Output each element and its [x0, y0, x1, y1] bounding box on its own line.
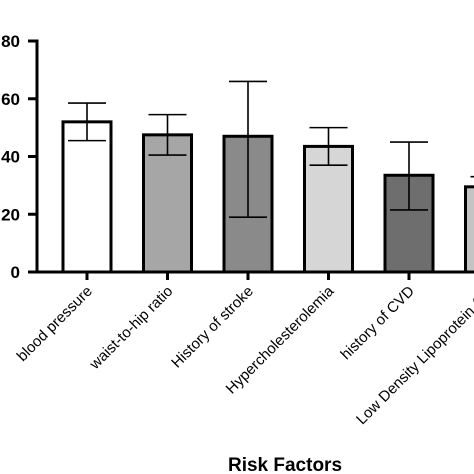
y-tick-label: 60 — [1, 90, 20, 109]
x-axis-title: Risk Factors — [228, 455, 342, 474]
x-category-label: History of stroke — [168, 283, 257, 372]
bars — [61, 120, 474, 274]
bar — [464, 185, 474, 274]
y-axis: 0 20 40 60 80 — [1, 32, 39, 282]
y-tick-label: 0 — [11, 263, 20, 282]
error-bars — [68, 80, 474, 218]
x-category-label: history of CVD — [337, 283, 418, 364]
y-tick-label: 80 — [1, 32, 20, 51]
bar — [303, 144, 354, 274]
bar — [61, 120, 113, 274]
y-tick-label: 40 — [1, 148, 20, 167]
x-category-label: waist-to-hip ratio — [86, 283, 177, 374]
y-tick-label: 20 — [1, 205, 20, 224]
x-category-label: Low Density Lipoprotein (LD — [353, 283, 474, 428]
x-category-label: blood pressure — [14, 283, 96, 365]
